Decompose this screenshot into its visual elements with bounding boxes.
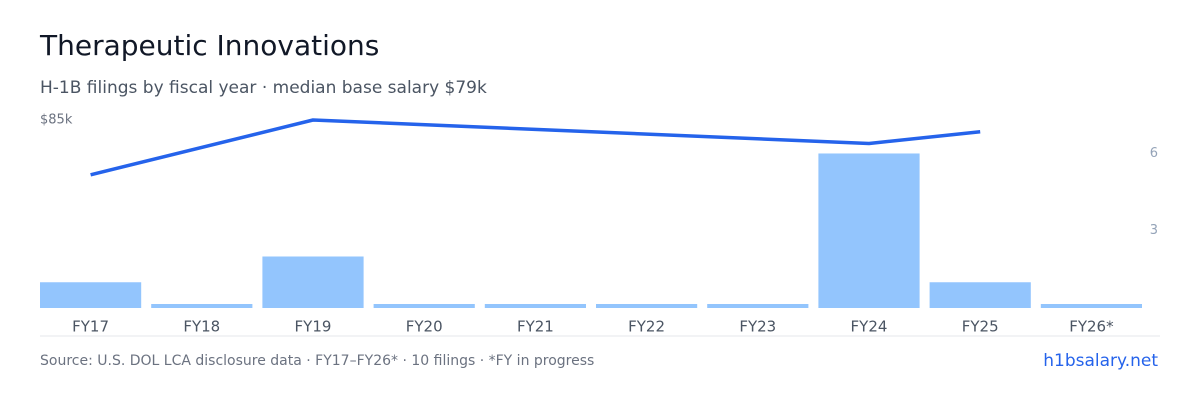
bar: [151, 304, 253, 308]
x-tick-label: FY24: [851, 318, 888, 336]
bar: [262, 256, 364, 308]
x-tick-label: FY26*: [1069, 318, 1114, 336]
x-tick-label: FY22: [628, 318, 665, 336]
x-tick-label: FY17: [72, 318, 109, 336]
x-tick-label: FY20: [406, 318, 443, 336]
x-tick-label: FY23: [739, 318, 776, 336]
brand-link[interactable]: h1bsalary.net: [1043, 351, 1158, 371]
y2-tick-label: 6: [1150, 146, 1158, 161]
bar: [596, 304, 698, 308]
bar: [40, 282, 142, 308]
source-note: Source: U.S. DOL LCA disclosure data · F…: [40, 353, 594, 369]
x-tick-label: FY25: [962, 318, 999, 336]
salary-line: [90, 118, 981, 177]
bar: [707, 304, 809, 308]
chart-subtitle: H-1B filings by fiscal year · median bas…: [40, 78, 487, 98]
bar: [373, 304, 475, 308]
y-tick-label: $85k: [40, 113, 73, 128]
y2-tick-label: 3: [1150, 223, 1158, 238]
x-tick-label: FY19: [295, 318, 332, 336]
x-tick-label: FY18: [183, 318, 220, 336]
bar: [818, 153, 920, 308]
bar: [1040, 304, 1142, 308]
x-tick-label: FY21: [517, 318, 554, 336]
bar: [929, 282, 1031, 308]
chart-title: Therapeutic Innovations: [39, 29, 379, 62]
bar: [484, 304, 586, 308]
